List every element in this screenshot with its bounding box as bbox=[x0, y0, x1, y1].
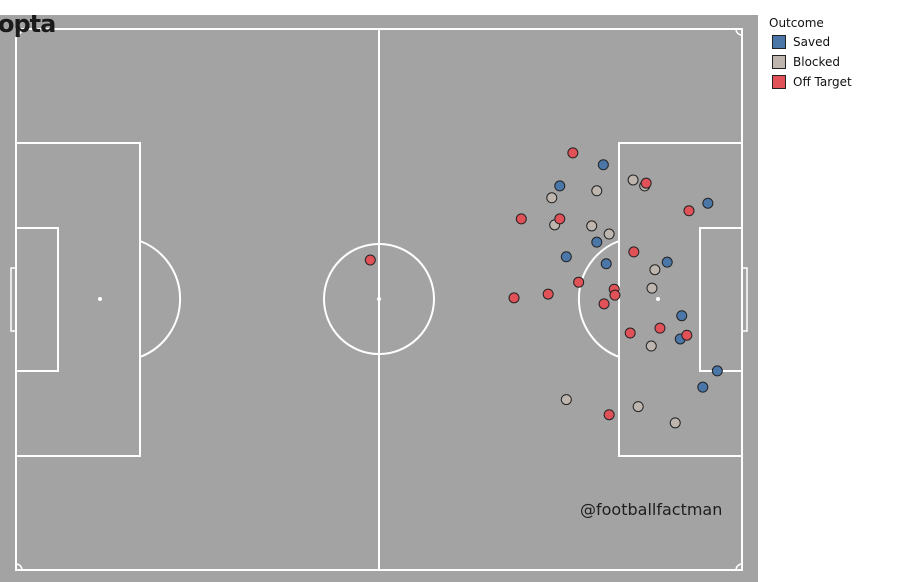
shot-off-target bbox=[640, 177, 652, 189]
right-penalty-spot bbox=[656, 297, 660, 301]
shot-saved bbox=[702, 197, 714, 209]
shot-blocked bbox=[560, 394, 572, 406]
shot-off-target bbox=[681, 329, 693, 341]
shot-off-target bbox=[542, 288, 554, 300]
shot-off-target bbox=[598, 298, 610, 310]
right-penalty-arc bbox=[577, 240, 620, 358]
legend-label: Saved bbox=[793, 35, 831, 49]
shot-saved bbox=[591, 236, 603, 248]
shot-blocked bbox=[649, 264, 661, 276]
legend-item-saved: Saved bbox=[769, 32, 852, 52]
shot-blocked bbox=[669, 417, 681, 429]
shot-off-target bbox=[624, 327, 636, 339]
shot-off-target bbox=[508, 292, 520, 304]
shot-saved bbox=[676, 310, 688, 322]
centre-spot bbox=[377, 297, 381, 301]
shot-off-target bbox=[603, 409, 615, 421]
shot-off-target bbox=[515, 213, 527, 225]
left-goal bbox=[10, 267, 17, 332]
shot-off-target bbox=[654, 322, 666, 334]
shots bbox=[364, 147, 723, 429]
shot-off-target bbox=[609, 289, 621, 301]
shot-blocked bbox=[645, 340, 657, 352]
shot-saved bbox=[697, 381, 709, 393]
shot-off-target bbox=[567, 147, 579, 159]
shot-saved bbox=[554, 180, 566, 192]
pitch-lines bbox=[10, 28, 748, 571]
shot-off-target bbox=[628, 246, 640, 258]
shot-blocked bbox=[627, 174, 639, 186]
shot-saved bbox=[600, 258, 612, 270]
shot-saved bbox=[661, 256, 673, 268]
legend-swatch bbox=[772, 55, 786, 69]
shot-saved bbox=[711, 365, 723, 377]
opta-logo: opta bbox=[0, 10, 56, 38]
shot-off-target bbox=[683, 205, 695, 217]
centre-circle bbox=[323, 243, 435, 355]
shot-off-target bbox=[554, 213, 566, 225]
legend-label: Off Target bbox=[793, 75, 852, 89]
legend-swatch bbox=[772, 75, 786, 89]
corner-arc bbox=[15, 28, 743, 571]
legend: Outcome Saved Blocked Off Target bbox=[769, 16, 852, 92]
shot-blocked bbox=[586, 220, 598, 232]
right-goal bbox=[741, 267, 748, 332]
shot-blocked bbox=[646, 282, 658, 294]
legend-title: Outcome bbox=[769, 16, 824, 30]
legend-swatch bbox=[772, 35, 786, 49]
shot-blocked bbox=[603, 228, 615, 240]
shot-blocked bbox=[632, 401, 644, 413]
legend-item-off-target: Off Target bbox=[769, 72, 852, 92]
left-penalty-arc bbox=[139, 240, 182, 358]
watermark: @footballfactman bbox=[580, 500, 723, 519]
legend-label: Blocked bbox=[793, 55, 841, 69]
shot-saved bbox=[560, 251, 572, 263]
left-penalty-spot bbox=[98, 297, 102, 301]
shot-blocked bbox=[591, 185, 603, 197]
shot-blocked bbox=[546, 192, 558, 204]
legend-item-blocked: Blocked bbox=[769, 52, 852, 72]
shot-off-target bbox=[573, 276, 585, 288]
shot-saved bbox=[597, 159, 609, 171]
shot-off-target bbox=[364, 254, 376, 266]
